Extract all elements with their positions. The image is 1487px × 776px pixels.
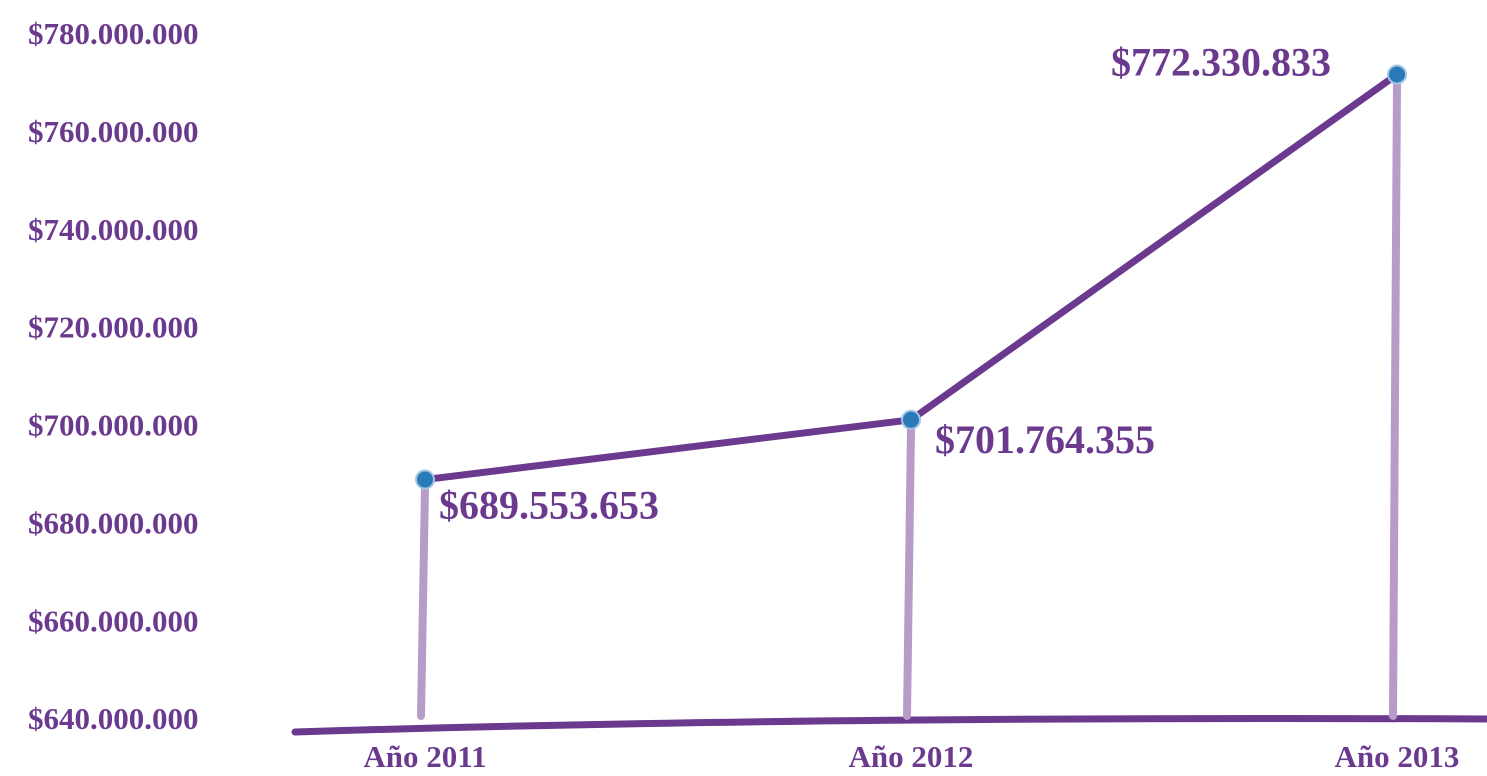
x-tick-label: Año 2011	[363, 739, 486, 774]
x-tick-label: Año 2013	[1335, 739, 1460, 774]
drop-line	[1389, 78, 1401, 720]
y-tick-label: $660.000.000	[28, 603, 199, 638]
data-label: $772.330.833	[1111, 40, 1331, 85]
point-marker	[1387, 64, 1407, 85]
x-tick-label: Año 2012	[849, 739, 974, 774]
y-tick-label: $760.000.000	[28, 114, 199, 149]
x-axis-line	[291, 715, 1487, 736]
y-tick-label: $680.000.000	[28, 505, 199, 540]
data-label: $701.764.355	[935, 417, 1155, 462]
point-marker	[415, 469, 435, 490]
y-tick-label: $640.000.000	[28, 701, 199, 736]
drop-line	[903, 423, 915, 720]
drop-line	[417, 483, 429, 720]
y-tick-label: $700.000.000	[28, 408, 199, 443]
y-tick-label: $780.000.000	[28, 16, 199, 51]
data-label: $689.553.653	[439, 483, 659, 528]
y-tick-label: $720.000.000	[28, 310, 199, 345]
y-tick-label: $740.000.000	[28, 212, 199, 247]
point-marker	[901, 409, 921, 430]
